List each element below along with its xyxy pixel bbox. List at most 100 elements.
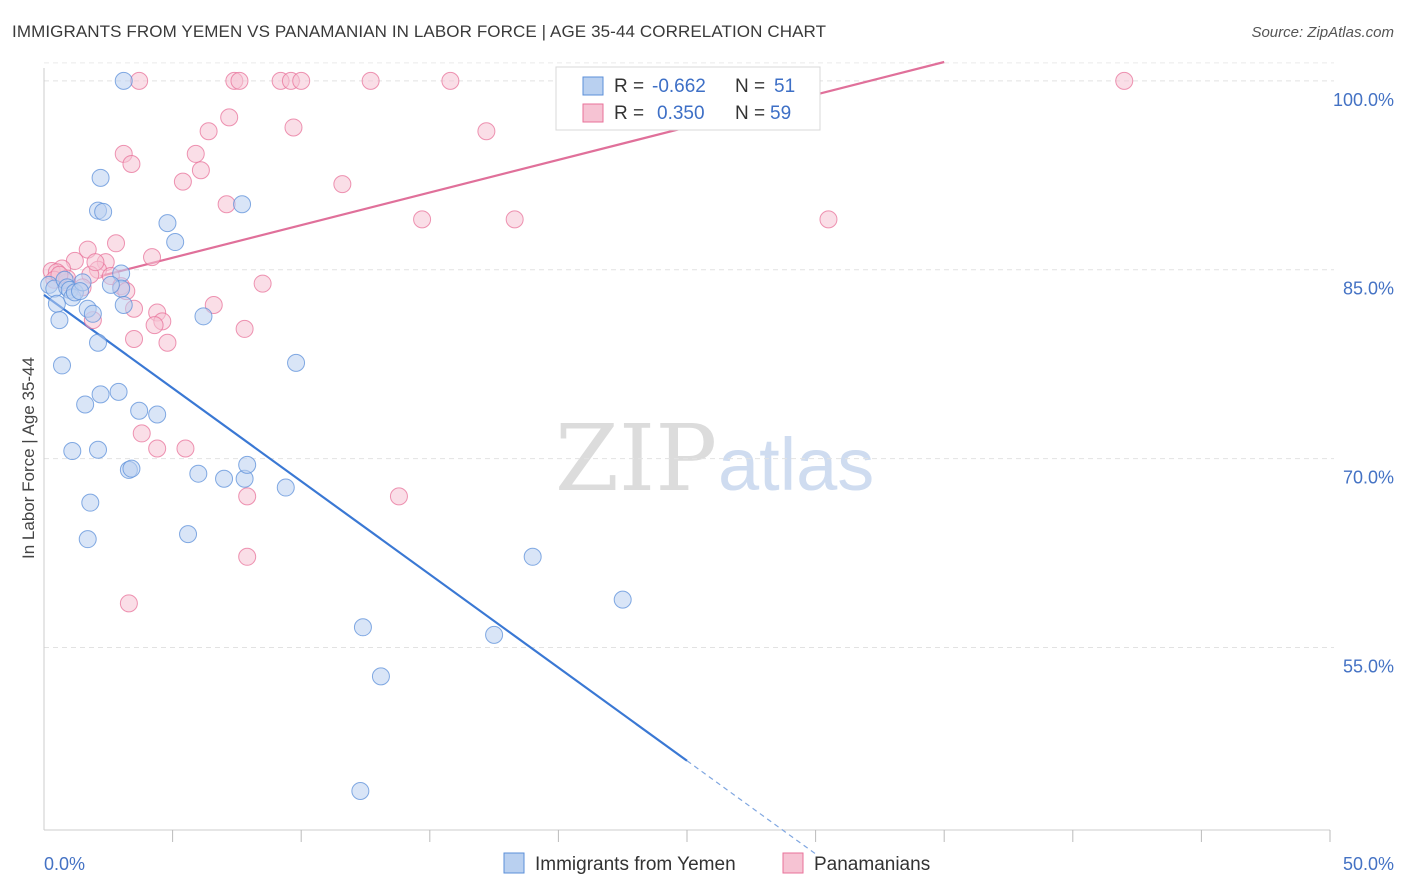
data-points (40, 71, 1134, 800)
point-yemen (76, 395, 95, 414)
correlation-legend: R = -0.662 N = 51 R = 0.350 N = 59 (555, 66, 821, 131)
point-yemen (179, 525, 198, 544)
point-yemen (114, 295, 133, 314)
axes (43, 68, 1331, 842)
point-yemen (523, 547, 542, 566)
watermark-zip: ZIP (555, 405, 717, 512)
point-yemen (353, 618, 372, 637)
legend-r-label-yemen: R = (614, 76, 644, 97)
point-panamanian (477, 122, 496, 141)
point-yemen (94, 202, 113, 221)
trend-line-yemen (43, 294, 688, 762)
point-panamanian (230, 71, 249, 90)
point-panamanian (235, 319, 254, 338)
point-yemen (351, 781, 370, 800)
point-yemen (83, 304, 102, 323)
point-panamanian (173, 172, 192, 191)
point-panamanian (119, 594, 138, 613)
point-panamanian (292, 71, 311, 90)
point-panamanian (284, 118, 303, 137)
point-yemen (63, 442, 82, 461)
x-tick-label-min: 0.0% (44, 854, 85, 874)
point-panamanian (389, 487, 408, 506)
point-panamanian (145, 316, 164, 335)
point-panamanian (107, 234, 126, 253)
point-yemen (91, 168, 110, 187)
legend-n-label-panamanian: N = (735, 103, 765, 124)
point-yemen (114, 71, 133, 90)
point-yemen (53, 356, 72, 375)
chart-title: IMMIGRANTS FROM YEMEN VS PANAMANIAN IN L… (12, 22, 827, 41)
point-yemen (89, 440, 108, 459)
series-legend-label-yemen: Immigrants from Yemen (535, 854, 736, 875)
point-yemen (233, 195, 252, 214)
point-yemen (189, 464, 208, 483)
legend-n-value-yemen: 51 (774, 76, 795, 97)
trend-line-yemen-extension (686, 760, 816, 855)
y-tick-label: 55.0% (1343, 656, 1394, 676)
point-panamanian (505, 210, 524, 229)
point-panamanian (125, 329, 144, 348)
point-yemen (371, 667, 390, 686)
y-axis-label: In Labor Force | Age 35-44 (19, 357, 38, 559)
point-yemen (122, 459, 141, 478)
point-panamanian (191, 161, 210, 180)
point-panamanian (86, 253, 105, 272)
point-yemen (166, 233, 185, 252)
point-panamanian (253, 274, 272, 293)
point-panamanian (238, 547, 257, 566)
legend-r-value-yemen: -0.662 (652, 76, 706, 97)
point-panamanian (176, 439, 195, 458)
point-yemen (47, 294, 66, 313)
point-panamanian (819, 210, 838, 229)
y-tick-label: 100.0% (1333, 90, 1394, 110)
point-yemen (78, 530, 97, 549)
legend-swatch-yemen (582, 76, 604, 96)
y-tick-label: 70.0% (1343, 468, 1394, 488)
point-panamanian (217, 195, 236, 214)
point-yemen (287, 353, 306, 372)
series-legend: Immigrants from Yemen Panamanians (503, 852, 930, 875)
point-yemen (148, 405, 167, 424)
point-panamanian (441, 71, 460, 90)
y-tick-labels: 55.0% 70.0% 85.0% 100.0% (1333, 90, 1394, 677)
point-panamanian (132, 424, 151, 443)
point-yemen (81, 493, 100, 512)
legend-n-label-yemen: N = (735, 76, 765, 97)
point-yemen (238, 455, 257, 474)
point-yemen (109, 382, 128, 401)
point-yemen (215, 469, 234, 488)
point-panamanian (186, 144, 205, 163)
point-panamanian (199, 122, 218, 141)
point-yemen (71, 282, 90, 301)
series-legend-swatch-panamanian (782, 852, 804, 874)
point-panamanian (143, 248, 162, 267)
point-panamanian (130, 71, 149, 90)
point-panamanian (333, 175, 352, 194)
point-yemen (276, 478, 295, 497)
legend-n-value-panamanian: 59 (770, 103, 791, 124)
point-panamanian (158, 333, 177, 352)
point-panamanian (413, 210, 432, 229)
point-panamanian (204, 295, 223, 314)
point-panamanian (1115, 71, 1134, 90)
x-tick-label-max: 50.0% (1343, 854, 1394, 874)
point-panamanian (238, 487, 257, 506)
point-yemen (158, 214, 177, 233)
gridlines (44, 62, 1334, 648)
point-yemen (91, 385, 110, 404)
point-yemen (613, 590, 632, 609)
series-legend-swatch-yemen (503, 852, 525, 874)
watermark-atlas: atlas (718, 423, 874, 506)
chart-source: Source: ZipAtlas.com (1251, 24, 1394, 41)
legend-r-label-panamanian: R = (614, 103, 644, 124)
point-yemen (50, 311, 69, 330)
point-yemen (101, 275, 120, 294)
point-yemen (485, 625, 504, 644)
point-panamanian (220, 108, 239, 127)
legend-swatch-panamanian (582, 103, 604, 123)
point-panamanian (361, 71, 380, 90)
point-panamanian (148, 439, 167, 458)
legend-r-value-panamanian: 0.350 (657, 103, 705, 124)
